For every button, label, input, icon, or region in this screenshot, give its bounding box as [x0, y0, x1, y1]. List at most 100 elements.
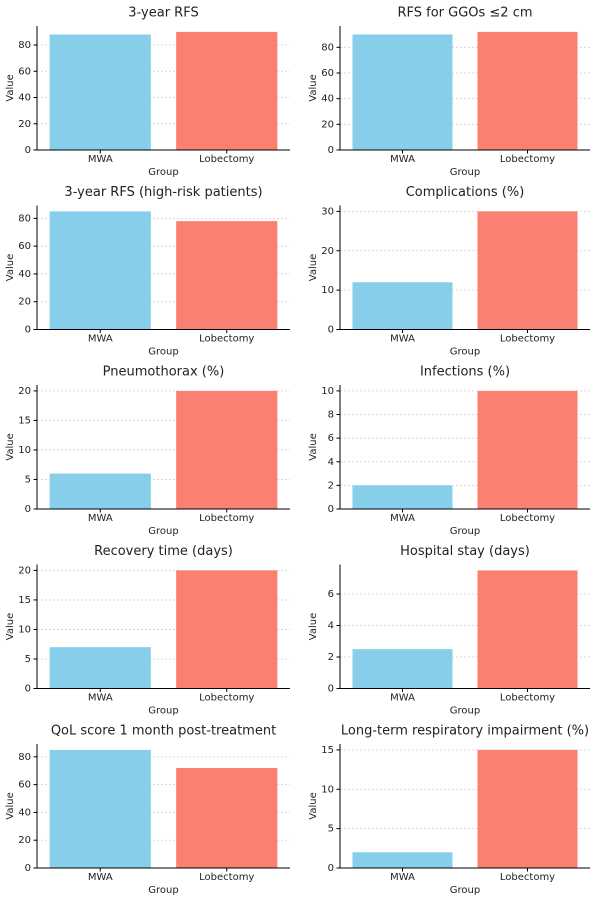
y-tick-label: 0: [328, 684, 334, 695]
x-axis-label: Group: [450, 526, 480, 537]
y-tick-label: 0: [25, 504, 31, 515]
bar: [477, 211, 578, 330]
bar: [477, 570, 578, 689]
bar: [352, 852, 453, 868]
x-tick-label: MWA: [390, 154, 415, 165]
y-tick-label: 10: [321, 285, 334, 296]
y-tick-label: 4: [328, 457, 334, 468]
y-tick-label: 40: [321, 94, 334, 105]
x-tick-label: Lobectomy: [199, 693, 254, 704]
y-tick-label: 8: [328, 410, 334, 421]
x-tick-label: MWA: [390, 693, 415, 704]
y-tick-label: 20: [18, 835, 31, 846]
bar: [477, 390, 578, 509]
x-tick-label: Lobectomy: [500, 154, 555, 165]
bar: [477, 749, 578, 868]
y-tick-label: 60: [18, 66, 31, 77]
bar: [176, 390, 278, 509]
y-axis-label: Value: [308, 433, 319, 460]
bar: [49, 473, 151, 509]
y-tick-label: 6: [328, 589, 334, 600]
y-tick-label: 15: [321, 745, 334, 756]
bar: [176, 570, 278, 689]
x-axis-label: Group: [148, 885, 178, 896]
y-tick-label: 0: [328, 863, 334, 874]
y-tick-label: 5: [328, 824, 334, 835]
x-axis-label: Group: [450, 347, 480, 358]
x-tick-label: MWA: [88, 513, 113, 524]
y-tick-label: 5: [25, 654, 31, 665]
y-tick-label: 15: [18, 595, 31, 606]
x-tick-label: MWA: [88, 872, 113, 883]
x-axis-label: Group: [148, 706, 178, 717]
y-tick-label: 40: [18, 93, 31, 104]
y-axis-label: Value: [308, 254, 319, 281]
y-tick-label: 0: [328, 325, 334, 336]
y-tick-label: 0: [25, 325, 31, 336]
chart-title: 3-year RFS: [128, 6, 198, 21]
x-tick-label: MWA: [88, 154, 113, 165]
y-tick-label: 0: [25, 684, 31, 695]
y-tick-label: 0: [328, 504, 334, 515]
y-tick-label: 40: [18, 807, 31, 818]
x-tick-label: MWA: [88, 334, 113, 345]
chart-title: Infections (%): [420, 365, 510, 380]
subplot: RFS for GGOs ≤2 cm 0 20 40 60 80 MWA Lobectomy G…: [308, 6, 590, 178]
x-axis-label: Group: [450, 885, 480, 896]
x-tick-label: Lobectomy: [500, 693, 555, 704]
y-axis-label: Value: [308, 792, 319, 819]
bar: [176, 767, 278, 868]
subplot: QoL score 1 month post-treatment 0 20 40 60 8…: [5, 724, 290, 896]
x-tick-label: Lobectomy: [199, 513, 254, 524]
y-tick-label: 0: [25, 863, 31, 874]
x-axis-label: Group: [450, 167, 480, 178]
y-axis-label: Value: [5, 74, 16, 101]
subplot: Recovery time (days) 0 5 10 15 20 MWA Lobectomy…: [5, 544, 290, 717]
x-tick-label: Lobectomy: [199, 154, 254, 165]
x-axis-label: Group: [148, 526, 178, 537]
chart-title: Complications (%): [406, 185, 525, 200]
y-tick-label: 10: [321, 386, 334, 397]
y-tick-label: 60: [18, 780, 31, 791]
y-tick-label: 60: [321, 68, 334, 79]
bar: [49, 211, 151, 330]
chart-title: Hospital stay (days): [400, 544, 530, 559]
y-axis-label: Value: [5, 792, 16, 819]
bar: [49, 34, 151, 151]
chart-title: 3-year RFS (high-risk patients): [64, 185, 262, 200]
x-axis-label: Group: [148, 167, 178, 178]
x-axis-label: Group: [148, 347, 178, 358]
y-tick-label: 20: [321, 119, 334, 130]
y-tick-label: 10: [321, 784, 334, 795]
y-tick-label: 20: [18, 119, 31, 130]
y-axis-label: Value: [5, 433, 16, 460]
y-tick-label: 20: [18, 565, 31, 576]
y-tick-label: 10: [18, 445, 31, 456]
x-tick-label: Lobectomy: [199, 334, 254, 345]
x-tick-label: Lobectomy: [199, 872, 254, 883]
subplot: Infections (%) 0 2 4 6 8 10 MWA Lobectomy Group Va…: [308, 365, 590, 537]
y-axis-label: Value: [5, 613, 16, 640]
subplot: 3-year RFS 0 20 40 60 80 MWA Lobectomy Group Valu…: [5, 6, 290, 178]
y-tick-label: 80: [18, 40, 31, 51]
y-tick-label: 0: [25, 145, 31, 156]
x-tick-label: MWA: [88, 693, 113, 704]
y-tick-label: 15: [18, 415, 31, 426]
chart-title: RFS for GGOs ≤2 cm: [397, 6, 532, 21]
y-tick-label: 80: [18, 752, 31, 763]
y-tick-label: 60: [18, 241, 31, 252]
bar: [49, 749, 151, 868]
subplot: Hospital stay (days) 0 2 4 6 MWA Lobectomy Grou…: [308, 544, 590, 717]
bar: [176, 221, 278, 330]
subplot: Long-term respiratory impairment (%) 0 5 10…: [308, 724, 590, 896]
subplot: Complications (%) 0 10 20 30 MWA Lobectomy Grou…: [308, 185, 590, 358]
y-tick-label: 10: [18, 624, 31, 635]
y-tick-label: 80: [18, 213, 31, 224]
y-axis-label: Value: [308, 74, 319, 101]
y-tick-label: 80: [321, 42, 334, 53]
bar: [352, 649, 453, 689]
y-tick-label: 20: [321, 246, 334, 257]
y-tick-label: 6: [328, 433, 334, 444]
bar: [477, 31, 578, 150]
